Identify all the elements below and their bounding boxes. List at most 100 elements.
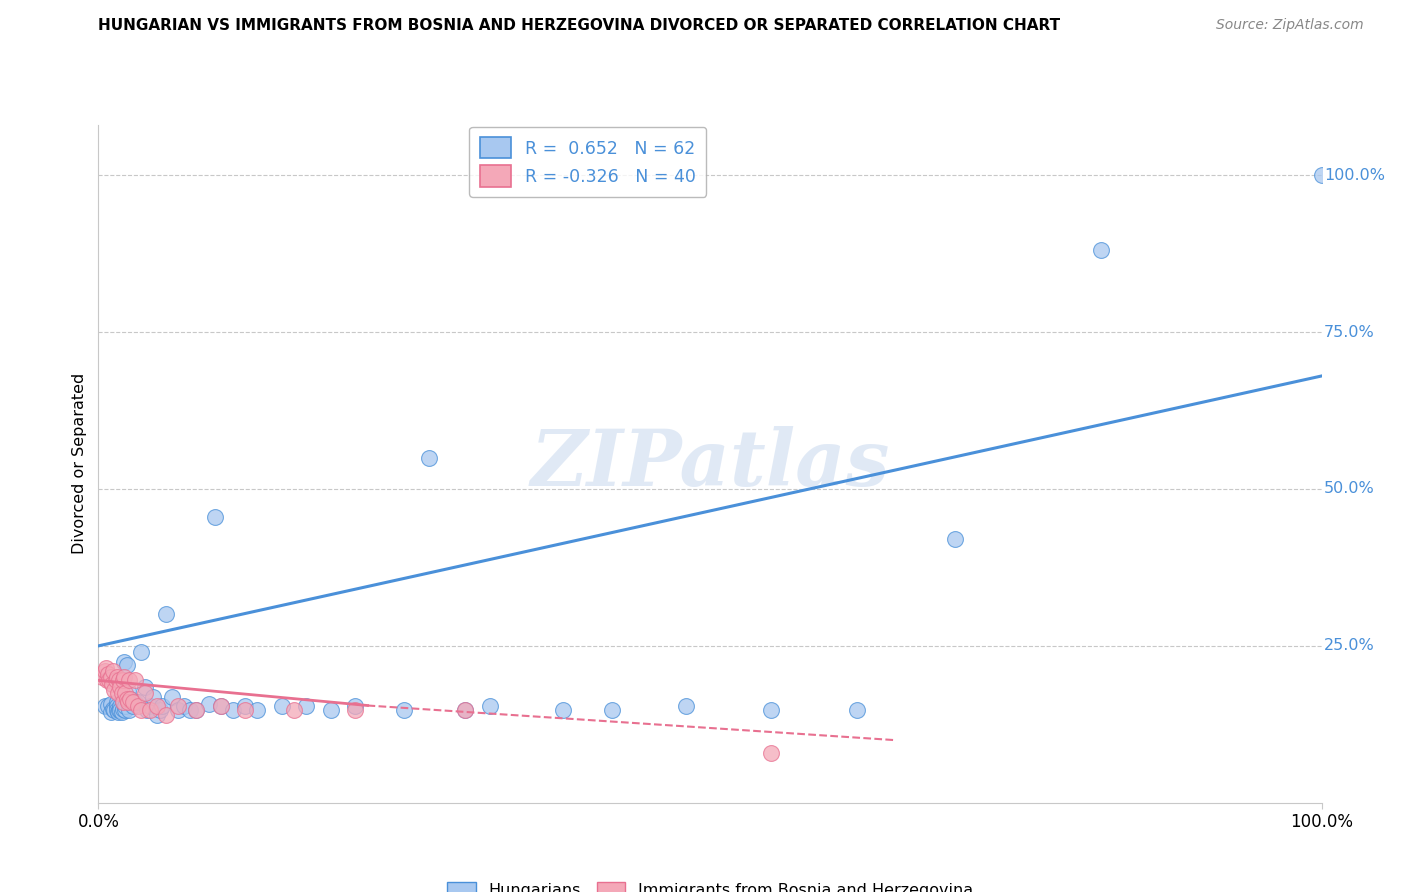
Point: [134, 680, 156, 694]
Point: [97, 667, 120, 681]
Point: [100, 670, 122, 684]
Point: [204, 510, 226, 524]
Point: [103, 682, 125, 697]
Text: ZIPatlas: ZIPatlas: [530, 425, 890, 502]
Point: [114, 686, 136, 700]
Point: [120, 692, 142, 706]
Point: [761, 746, 783, 760]
Point: [124, 695, 146, 709]
Point: [110, 703, 132, 717]
Point: [100, 705, 122, 719]
Point: [111, 673, 134, 688]
Point: [233, 703, 256, 717]
Legend: Hungarians, Immigrants from Bosnia and Herzegovina: Hungarians, Immigrants from Bosnia and H…: [440, 875, 980, 892]
Point: [197, 697, 219, 711]
Point: [105, 698, 128, 713]
Point: [118, 673, 141, 688]
Point: [111, 705, 134, 719]
Text: HUNGARIAN VS IMMIGRANTS FROM BOSNIA AND HERZEGOVINA DIVORCED OR SEPARATED CORREL: HUNGARIAN VS IMMIGRANTS FROM BOSNIA AND …: [98, 18, 1060, 33]
Point: [110, 680, 132, 694]
Point: [115, 692, 138, 706]
Point: [129, 703, 152, 717]
Point: [186, 703, 208, 717]
Point: [104, 673, 127, 688]
Point: [117, 684, 139, 698]
Point: [107, 705, 129, 719]
Point: [112, 670, 135, 684]
Point: [454, 703, 477, 717]
Point: [139, 703, 162, 717]
Point: [478, 698, 501, 713]
Point: [124, 673, 146, 688]
Point: [943, 532, 966, 546]
Point: [179, 703, 201, 717]
Point: [101, 664, 124, 678]
Point: [107, 686, 129, 700]
Point: [392, 703, 416, 717]
Point: [105, 670, 128, 684]
Point: [270, 698, 294, 713]
Point: [600, 703, 623, 717]
Point: [1090, 244, 1112, 258]
Point: [209, 698, 232, 713]
Point: [105, 703, 128, 717]
Text: 100.0%: 100.0%: [1324, 168, 1385, 183]
Point: [127, 695, 149, 709]
Point: [1310, 168, 1333, 182]
Point: [186, 703, 208, 717]
Point: [91, 670, 114, 684]
Point: [93, 698, 115, 713]
Point: [117, 695, 139, 709]
Point: [209, 698, 232, 713]
Point: [96, 673, 118, 688]
Point: [139, 698, 162, 713]
Point: [101, 676, 124, 690]
Point: [146, 698, 169, 713]
Point: [150, 698, 173, 713]
Point: [344, 698, 367, 713]
Point: [134, 686, 156, 700]
Point: [233, 698, 256, 713]
Point: [675, 698, 697, 713]
Point: [111, 686, 134, 700]
Point: [93, 664, 115, 678]
Point: [283, 703, 305, 717]
Point: [98, 673, 121, 688]
Point: [222, 703, 245, 717]
Point: [155, 707, 177, 722]
Point: [136, 703, 159, 717]
Point: [454, 703, 477, 717]
Point: [121, 695, 143, 709]
Point: [105, 695, 128, 709]
Point: [418, 450, 440, 465]
Text: Source: ZipAtlas.com: Source: ZipAtlas.com: [1216, 18, 1364, 32]
Point: [100, 697, 122, 711]
Point: [114, 703, 136, 717]
Point: [761, 703, 783, 717]
Text: 75.0%: 75.0%: [1324, 325, 1375, 340]
Text: 25.0%: 25.0%: [1324, 639, 1375, 653]
Point: [845, 703, 868, 717]
Point: [97, 698, 120, 713]
Point: [118, 703, 141, 717]
Point: [112, 655, 135, 669]
Point: [127, 698, 149, 713]
Point: [167, 698, 190, 713]
Point: [142, 690, 165, 705]
Point: [160, 690, 183, 705]
Point: [110, 698, 132, 713]
Point: [94, 661, 117, 675]
Point: [111, 701, 134, 715]
Point: [155, 607, 177, 622]
Y-axis label: Divorced or Separated: Divorced or Separated: [72, 373, 87, 555]
Point: [344, 703, 367, 717]
Point: [129, 645, 152, 659]
Point: [146, 707, 169, 722]
Point: [173, 698, 195, 713]
Point: [149, 703, 172, 717]
Point: [111, 695, 134, 709]
Point: [108, 703, 131, 717]
Point: [319, 703, 342, 717]
Point: [111, 694, 134, 708]
Point: [101, 701, 124, 715]
